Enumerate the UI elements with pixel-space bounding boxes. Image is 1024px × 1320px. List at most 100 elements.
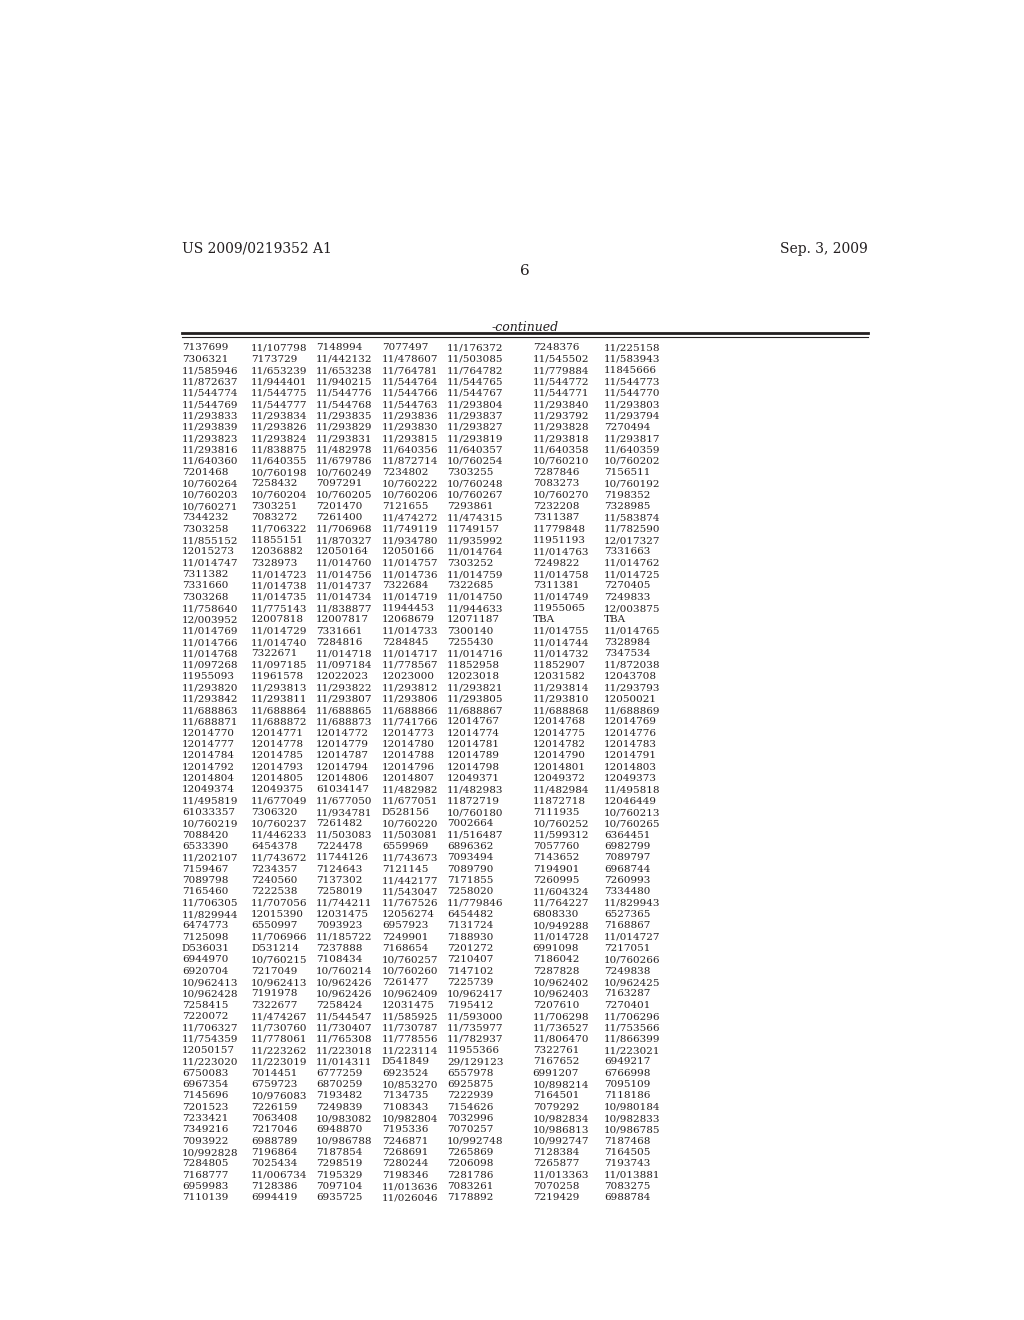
Text: 6925875: 6925875	[447, 1080, 494, 1089]
Text: 11/014740: 11/014740	[251, 638, 307, 647]
Text: 7156511: 7156511	[604, 469, 650, 477]
Text: 7121145: 7121145	[382, 865, 428, 874]
Text: 10/992748: 10/992748	[447, 1137, 504, 1146]
Text: 12014775: 12014775	[532, 729, 586, 738]
Text: 11/744211: 11/744211	[316, 899, 373, 908]
Text: 11/293815: 11/293815	[382, 434, 438, 444]
Text: 6454482: 6454482	[447, 909, 494, 919]
Text: 11/176372: 11/176372	[447, 343, 504, 352]
Text: 7089790: 7089790	[447, 865, 494, 874]
Text: 11/014760: 11/014760	[316, 558, 373, 568]
Text: 11/293810: 11/293810	[532, 694, 589, 704]
Text: 7265877: 7265877	[532, 1159, 580, 1168]
Text: 7167652: 7167652	[532, 1057, 580, 1067]
Text: 12014796: 12014796	[382, 763, 435, 772]
Text: 11/293816: 11/293816	[182, 445, 239, 454]
Text: 11/599312: 11/599312	[532, 830, 589, 840]
Text: 10/962413: 10/962413	[182, 978, 239, 987]
Text: 11/293822: 11/293822	[316, 684, 373, 693]
Text: 11/293839: 11/293839	[182, 422, 239, 432]
Text: 11/293835: 11/293835	[316, 412, 373, 420]
Text: 11/014768: 11/014768	[182, 649, 239, 659]
Text: 10/760270: 10/760270	[532, 491, 589, 500]
Text: 12049373: 12049373	[604, 774, 657, 783]
Text: 7194901: 7194901	[532, 865, 580, 874]
Text: 10/853270: 10/853270	[382, 1080, 438, 1089]
Text: 11/223018: 11/223018	[316, 1045, 373, 1055]
Text: 12056274: 12056274	[382, 909, 435, 919]
Text: 11/446233: 11/446233	[251, 830, 307, 840]
Text: 11/640358: 11/640358	[532, 445, 589, 454]
Text: 7224478: 7224478	[316, 842, 362, 851]
Text: 10/760267: 10/760267	[447, 491, 504, 500]
Text: 12014771: 12014771	[251, 729, 304, 738]
Text: 11/764227: 11/764227	[532, 899, 589, 908]
Text: 11/293840: 11/293840	[532, 400, 589, 409]
Text: 7089798: 7089798	[182, 876, 228, 884]
Text: 12014779: 12014779	[316, 741, 369, 748]
Text: 12031475: 12031475	[316, 909, 369, 919]
Text: 11/293834: 11/293834	[251, 412, 307, 420]
Text: 7284805: 7284805	[182, 1159, 228, 1168]
Text: 6959983: 6959983	[182, 1181, 228, 1191]
Text: 7284816: 7284816	[316, 638, 362, 647]
Text: 10/760213: 10/760213	[604, 808, 660, 817]
Text: 7331661: 7331661	[316, 627, 362, 636]
Text: 7258432: 7258432	[251, 479, 297, 488]
Text: 7349216: 7349216	[182, 1126, 228, 1134]
Text: 11/706322: 11/706322	[251, 525, 307, 533]
Text: 11/293829: 11/293829	[316, 422, 373, 432]
Text: 11/544771: 11/544771	[532, 388, 589, 397]
Text: 11/014747: 11/014747	[182, 558, 239, 568]
Text: 11955093: 11955093	[182, 672, 234, 681]
Text: 7217049: 7217049	[251, 966, 297, 975]
Text: 12/003875: 12/003875	[604, 605, 660, 612]
Text: 7168867: 7168867	[604, 921, 650, 931]
Text: 7258020: 7258020	[447, 887, 494, 896]
Text: 11/482984: 11/482984	[532, 785, 589, 795]
Text: 11/014727: 11/014727	[604, 933, 660, 941]
Text: 12014788: 12014788	[382, 751, 435, 760]
Text: 11/293818: 11/293818	[532, 434, 589, 444]
Text: 7187468: 7187468	[604, 1137, 650, 1146]
Text: 61033357: 61033357	[182, 808, 234, 817]
Text: 6991207: 6991207	[532, 1069, 580, 1077]
Text: D541849: D541849	[382, 1057, 430, 1067]
Text: 7287846: 7287846	[532, 469, 580, 477]
Text: 11/855152: 11/855152	[182, 536, 239, 545]
Text: 10/962428: 10/962428	[182, 990, 239, 998]
Text: 7097291: 7097291	[316, 479, 362, 488]
Text: 11/940215: 11/940215	[316, 378, 373, 387]
Text: TBA: TBA	[532, 615, 555, 624]
Text: 11/107798: 11/107798	[251, 343, 307, 352]
Text: 10/760203: 10/760203	[182, 491, 239, 500]
Text: 11/543047: 11/543047	[382, 887, 438, 896]
Text: 7219429: 7219429	[532, 1193, 580, 1203]
Text: 11/202107: 11/202107	[182, 853, 239, 862]
Text: 11/014764: 11/014764	[447, 548, 504, 556]
Text: 10/760180: 10/760180	[447, 808, 504, 817]
Text: 12036882: 12036882	[251, 548, 304, 556]
Text: 7093923: 7093923	[316, 921, 362, 931]
Text: 11/223021: 11/223021	[604, 1045, 660, 1055]
Text: 7097104: 7097104	[316, 1181, 362, 1191]
Text: 7195329: 7195329	[316, 1171, 362, 1180]
Text: 11/014723: 11/014723	[251, 570, 307, 579]
Text: 11/778567: 11/778567	[382, 661, 438, 669]
Text: 7187854: 7187854	[316, 1148, 362, 1158]
Text: 11/097184: 11/097184	[316, 661, 373, 669]
Text: 12014784: 12014784	[182, 751, 234, 760]
Text: 11/583943: 11/583943	[604, 355, 660, 364]
Text: 10/760214: 10/760214	[316, 966, 373, 975]
Text: 11/293807: 11/293807	[316, 694, 373, 704]
Text: 11/544776: 11/544776	[316, 388, 373, 397]
Text: 11/014758: 11/014758	[532, 570, 589, 579]
Text: 11/185722: 11/185722	[316, 933, 373, 941]
Text: 7088420: 7088420	[182, 830, 228, 840]
Text: 11/688866: 11/688866	[382, 706, 438, 715]
Text: 11/730787: 11/730787	[382, 1023, 438, 1032]
Text: 7159467: 7159467	[182, 865, 228, 874]
Text: 11/935992: 11/935992	[447, 536, 504, 545]
Text: 11/014736: 11/014736	[382, 570, 438, 579]
Text: 11/640357: 11/640357	[447, 445, 504, 454]
